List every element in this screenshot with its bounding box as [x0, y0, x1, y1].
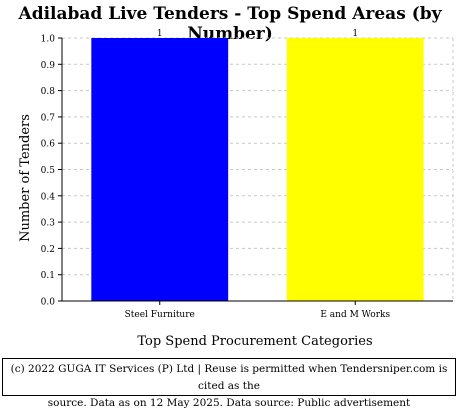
x-tick-label: E and M Works	[320, 310, 390, 320]
footer-line-1: (c) 2022 GUGA IT Services (P) Ltd | Reus…	[10, 363, 448, 392]
y-tick-label: 0.4	[41, 192, 56, 202]
axes: 0.0 0.1 0.2 0.3 0.4 0.5 0.6 0.7 0.8 0.9 1.0 Steel F…	[41, 35, 453, 320]
y-tick-label: 0.1	[41, 271, 55, 281]
chart-title: Adilabad Live Tenders - Top Spend Areas …	[18, 4, 442, 44]
data-label: 1	[352, 29, 358, 39]
y-tick-label: 0.0	[41, 298, 56, 308]
y-tick-label: 0.3	[41, 219, 56, 229]
y-tick-label: 0.8	[41, 87, 56, 97]
y-tick-label: 0.9	[41, 61, 56, 71]
x-tick-label: Steel Furniture	[125, 310, 195, 320]
y-tick-label: 0.2	[41, 245, 55, 255]
y-tick-label: 0.6	[41, 140, 56, 150]
y-tick-label: 0.7	[41, 113, 56, 123]
footer-line-2: source. Data as on 12 May 2025. Data sou…	[47, 397, 411, 409]
y-tick-label: 1.0	[41, 35, 56, 45]
footer-credit: (c) 2022 GUGA IT Services (P) Ltd | Reus…	[2, 358, 456, 409]
data-label: 1	[157, 29, 163, 39]
bar	[91, 38, 229, 301]
y-tick-label: 0.5	[41, 166, 56, 176]
y-axis-label: Number of Tenders	[18, 114, 33, 242]
bar	[286, 38, 424, 301]
x-axis-label: Top Spend Procurement Categories	[137, 334, 372, 349]
